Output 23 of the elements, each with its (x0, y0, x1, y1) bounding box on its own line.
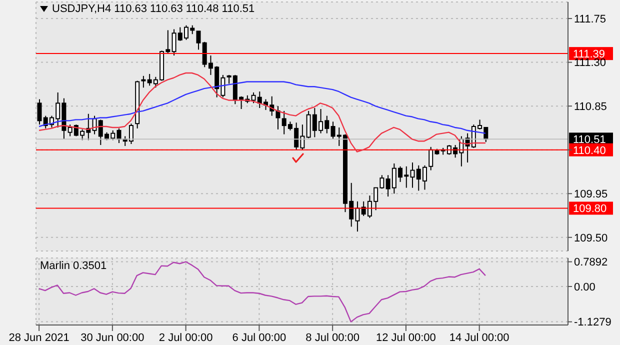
chart-title: Marlin 0.3501 (40, 260, 107, 272)
x-tick-label: 8 Jul 00:00 (306, 332, 360, 344)
line-series (38, 72, 486, 152)
ref-line-label: 110.51 (573, 134, 606, 146)
x-tick-label: 30 Jun 00:00 (80, 332, 144, 344)
ref-line-label: 109.80 (573, 203, 607, 216)
y-tick-label: 111.75 (574, 13, 606, 26)
candlestick (196, 30, 201, 50)
x-tick-label: 14 Jul 00:00 (449, 332, 510, 344)
line-series (38, 261, 486, 322)
x-tick-label: 28 Jun 2021 (8, 332, 70, 344)
y-tick-label: -1.1279 (574, 316, 612, 329)
y-tick-label: 109.50 (574, 232, 608, 244)
y-tick-label: 0.00 (574, 281, 596, 294)
ref-line-label: 110.40 (573, 144, 606, 157)
y-tick-label: 109.95 (574, 188, 608, 201)
x-tick-label: 12 Jul 00:00 (376, 332, 436, 344)
x-tick-label: 2 Jul 00:00 (158, 332, 213, 344)
y-tick-label: 110.85 (574, 100, 607, 113)
chart-title: USDJPY,H4 110.63 110.63 110.48 110.51 (52, 3, 255, 15)
y-tick-label: 0.7892 (574, 256, 608, 269)
candlestick (141, 75, 146, 88)
x-tick-label: 6 Jul 00:00 (232, 332, 286, 344)
